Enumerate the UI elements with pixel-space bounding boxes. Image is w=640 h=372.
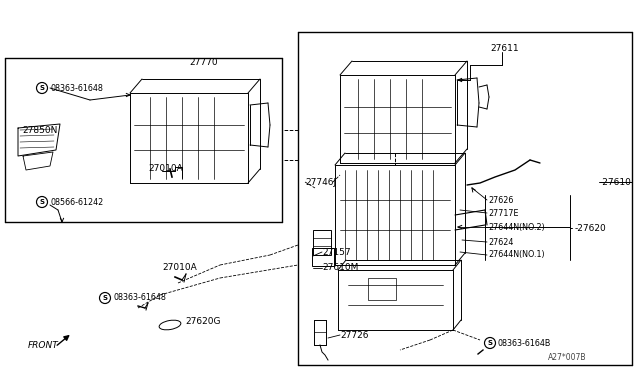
Text: FRONT: FRONT <box>28 340 59 350</box>
Text: 08363-61648: 08363-61648 <box>113 294 166 302</box>
Bar <box>312 248 334 266</box>
Text: -27620: -27620 <box>575 224 607 232</box>
Text: 08566-61242: 08566-61242 <box>50 198 103 206</box>
Text: 27746J: 27746J <box>305 177 336 186</box>
Text: A27*007B: A27*007B <box>548 353 586 362</box>
Text: 27644N(NO.1): 27644N(NO.1) <box>488 250 545 260</box>
Text: 27010A: 27010A <box>162 263 196 273</box>
Text: -27610: -27610 <box>600 177 632 186</box>
Text: 27620G: 27620G <box>185 317 221 327</box>
Text: 27611: 27611 <box>490 44 518 52</box>
Bar <box>313 230 331 255</box>
Text: 27644N(NO.2): 27644N(NO.2) <box>488 222 545 231</box>
Text: S: S <box>488 340 493 346</box>
Text: 27626: 27626 <box>488 196 513 205</box>
Text: 27010A: 27010A <box>148 164 183 173</box>
Text: 08363-61648: 08363-61648 <box>50 83 103 93</box>
Text: 27717E: 27717E <box>488 208 518 218</box>
Text: S: S <box>102 295 108 301</box>
Text: S: S <box>40 85 45 91</box>
Bar <box>368 278 396 300</box>
Text: S: S <box>40 199 45 205</box>
Text: 27770: 27770 <box>189 58 218 67</box>
Text: 27850N: 27850N <box>22 125 58 135</box>
Text: 27157: 27157 <box>322 247 351 257</box>
Text: 27610M: 27610M <box>322 263 358 273</box>
Text: 27726: 27726 <box>340 330 369 340</box>
Text: 27624: 27624 <box>488 237 513 247</box>
Text: 08363-6164B: 08363-6164B <box>498 339 552 347</box>
